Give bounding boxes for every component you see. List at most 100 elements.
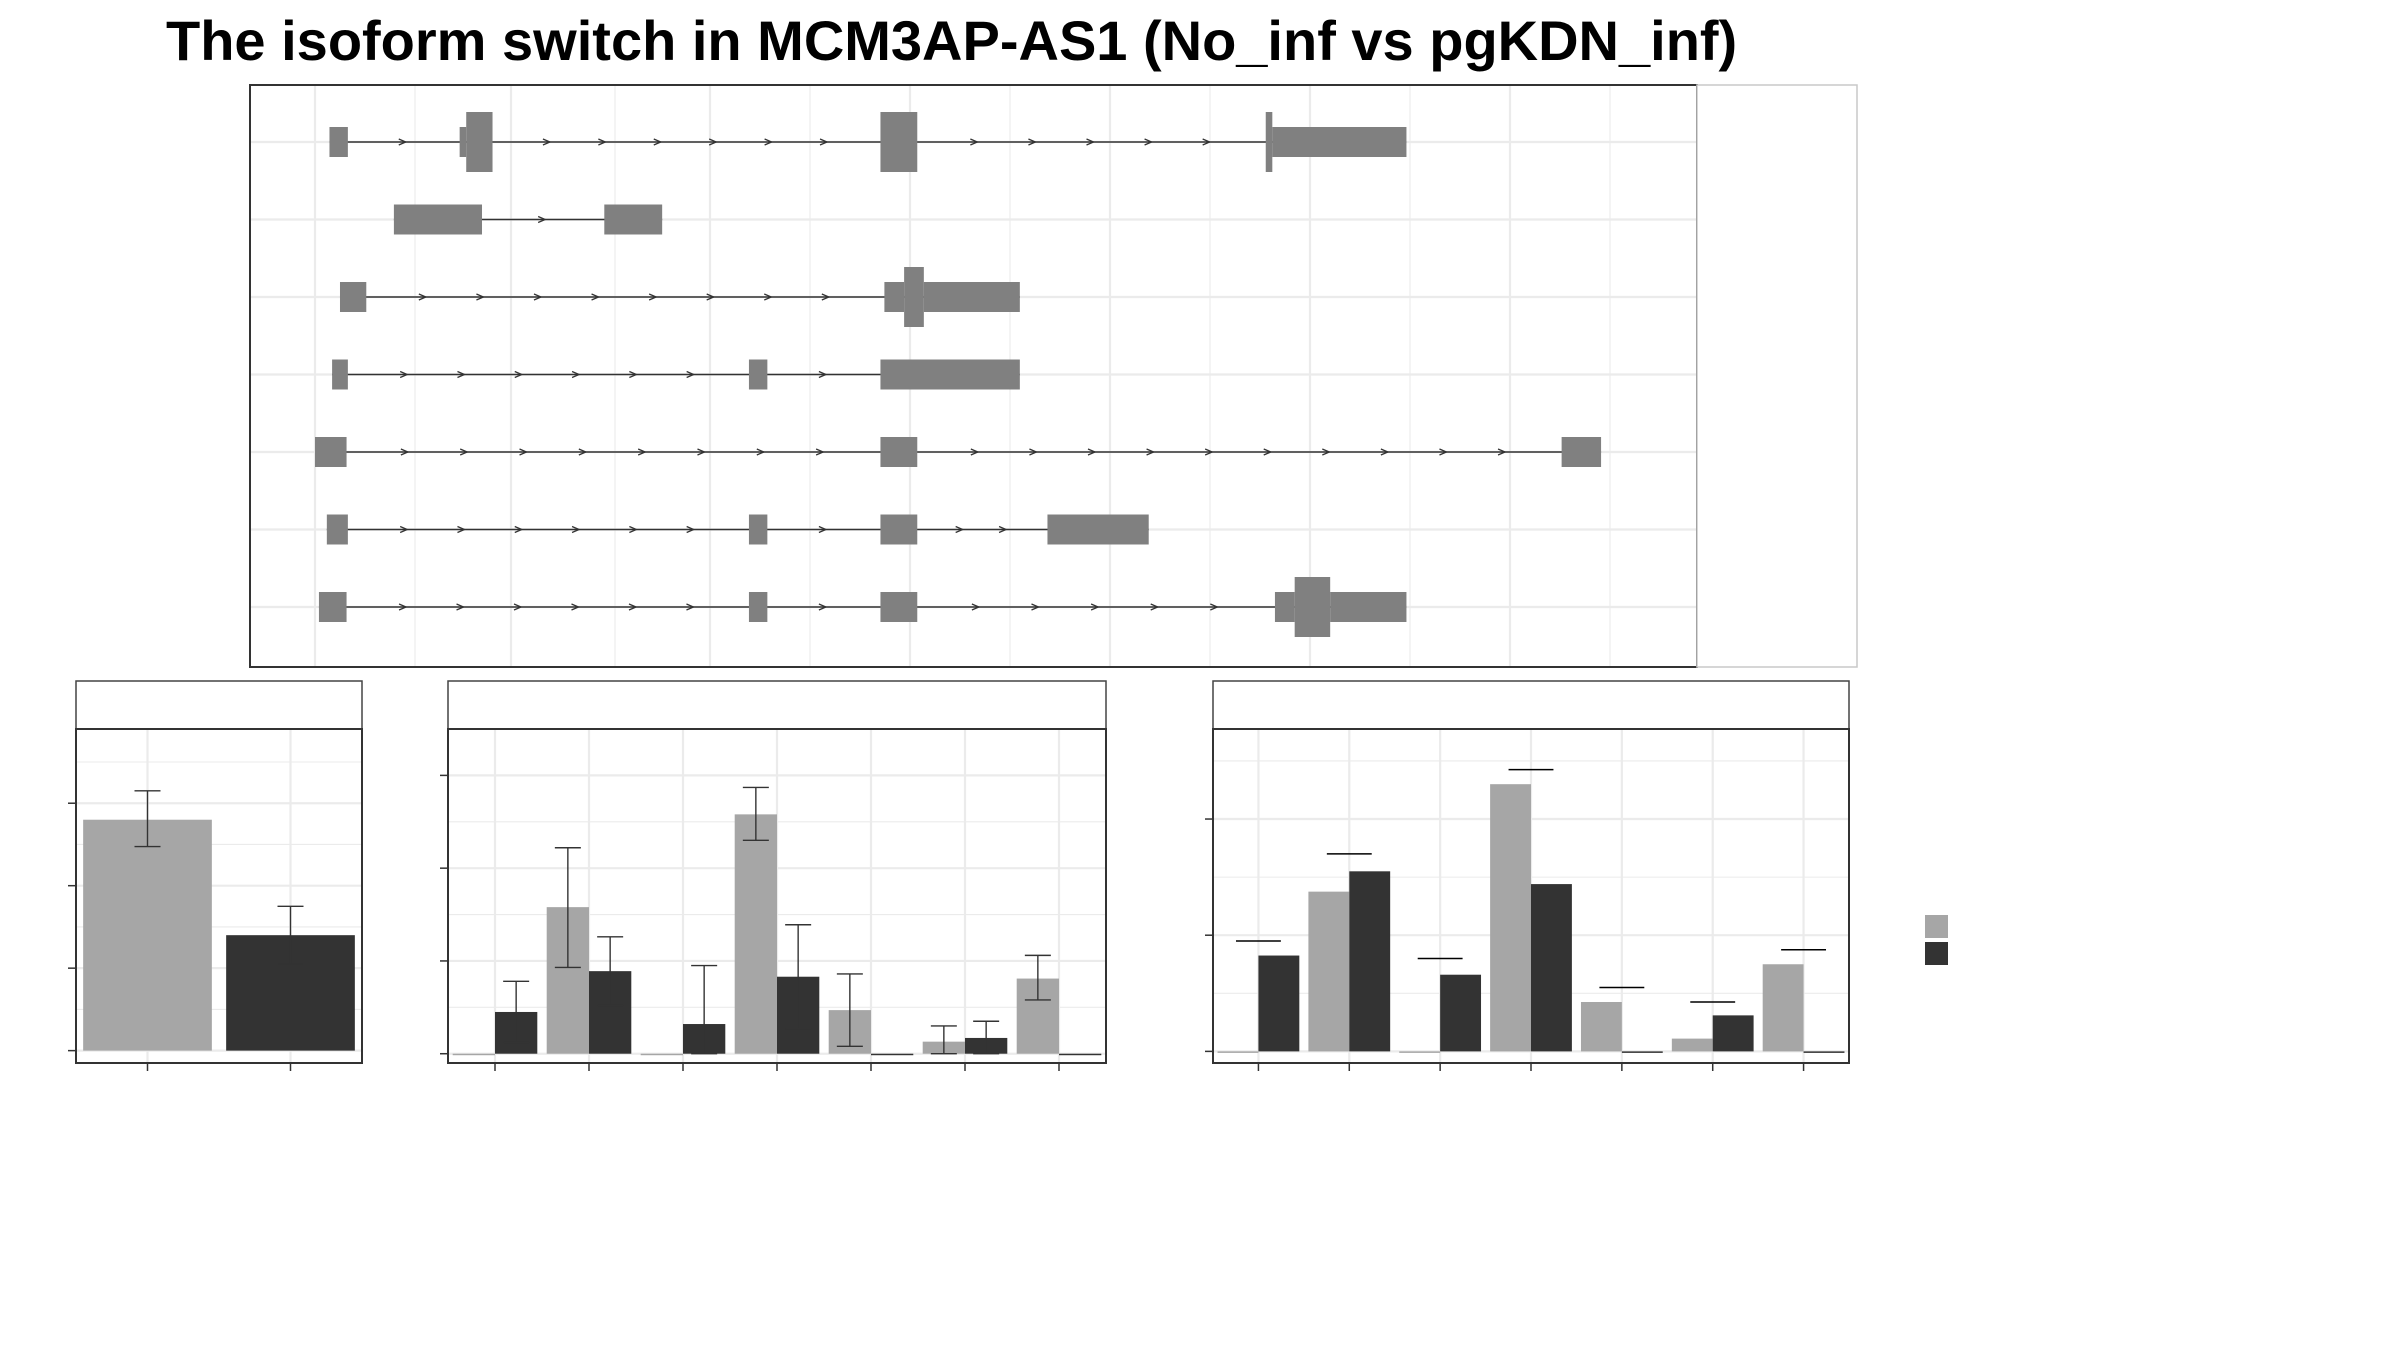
strand-arrow (653, 138, 663, 146)
exon-block (466, 112, 493, 172)
bar (1059, 1053, 1102, 1056)
strand-arrow (708, 138, 718, 146)
bar (1712, 1015, 1754, 1052)
strand-arrow (1144, 138, 1154, 146)
strand-arrow (1202, 138, 1212, 146)
exon-block (880, 437, 918, 467)
exon-block (1330, 592, 1407, 622)
bar (1531, 884, 1572, 1052)
strand-arrow (1263, 448, 1273, 456)
bar (1258, 955, 1300, 1052)
strand-arrow (955, 525, 965, 534)
facet-strip-right (1696, 84, 1858, 668)
strand-arrow (399, 525, 409, 534)
bar (83, 819, 212, 1051)
strand-arrow (398, 138, 408, 146)
strand-arrow (456, 603, 466, 611)
exon-block (332, 359, 348, 390)
strand-arrow (398, 603, 408, 611)
strand-arrow (1029, 448, 1039, 456)
legend-swatch (1925, 942, 1948, 965)
strand-arrow (578, 448, 588, 456)
strand-arrow (457, 370, 467, 379)
strand-arrow (628, 603, 638, 611)
strand-arrow (686, 525, 696, 534)
exon-block (329, 127, 348, 157)
strand-arrow (457, 525, 467, 534)
facet-strip (75, 680, 363, 730)
strand-arrow (970, 138, 979, 146)
strand-arrow (637, 448, 647, 456)
strand-arrow (1031, 603, 1041, 611)
exon-block (604, 204, 663, 235)
strand-arrow (756, 448, 766, 456)
bar (1621, 1051, 1663, 1053)
strand-arrow (818, 525, 828, 534)
strand-arrow (815, 448, 825, 456)
strand-arrow (1322, 448, 1331, 456)
strand-arrow (418, 293, 428, 301)
bar (1217, 1051, 1259, 1053)
strand-arrow (971, 603, 981, 611)
bar (1762, 964, 1804, 1052)
strand-arrow (476, 293, 486, 301)
strand-arrow (1150, 603, 1160, 611)
exon-block (339, 282, 367, 312)
strand-arrow (542, 138, 552, 146)
exon-block (748, 592, 768, 622)
strand-arrow (1146, 448, 1156, 456)
condition-legend (1925, 915, 1948, 965)
strand-arrow (818, 603, 828, 611)
exon-block (880, 112, 918, 172)
strand-arrow (1210, 603, 1219, 611)
strand-arrow (571, 603, 581, 611)
legend-swatch (1925, 915, 1948, 938)
strand-arrow (1439, 448, 1449, 456)
facet-strip (447, 680, 1107, 730)
facet-strip (1212, 680, 1850, 730)
isoform-expression-panel (440, 680, 1107, 1071)
exon-block (1265, 112, 1273, 172)
strand-arrow (519, 448, 529, 456)
bar (1308, 891, 1350, 1052)
bar (1440, 974, 1482, 1052)
bar (1349, 871, 1391, 1052)
strand-arrow (821, 293, 831, 301)
exon-block (884, 282, 905, 312)
figure-title: The isoform switch in MCM3AP-AS1 (No_inf… (166, 9, 1737, 72)
strand-arrow (764, 293, 773, 301)
exon-block (1274, 592, 1295, 622)
exon-block (923, 282, 1020, 312)
strand-arrow (1204, 448, 1214, 456)
strand-arrow (686, 370, 696, 379)
exon-block (880, 514, 918, 545)
exon-block (748, 359, 768, 390)
bar (640, 1053, 683, 1056)
exon-block (748, 514, 768, 545)
exon-block (1561, 437, 1602, 467)
strand-arrow (514, 370, 524, 379)
strand-arrow (1086, 138, 1096, 146)
exon-block (880, 359, 1020, 390)
strand-arrow (629, 370, 639, 379)
strand-arrow (697, 448, 707, 456)
strand-arrow (571, 370, 581, 379)
strand-arrow (1090, 603, 1100, 611)
strand-arrow (1497, 448, 1507, 456)
strand-arrow (706, 293, 716, 301)
isoform-usage-panel (1205, 680, 1850, 1071)
strand-arrow (629, 525, 639, 534)
bar (1490, 784, 1531, 1052)
bar (734, 814, 777, 1054)
exon-block (318, 592, 347, 622)
strand-arrow (819, 138, 829, 146)
bar (1671, 1038, 1713, 1052)
exon-block (393, 204, 483, 235)
strand-arrow (571, 525, 581, 534)
strand-arrow (400, 448, 410, 456)
strand-arrow (537, 215, 547, 224)
bar (452, 1053, 495, 1056)
exon-block (904, 267, 924, 327)
strand-arrow (970, 448, 980, 456)
